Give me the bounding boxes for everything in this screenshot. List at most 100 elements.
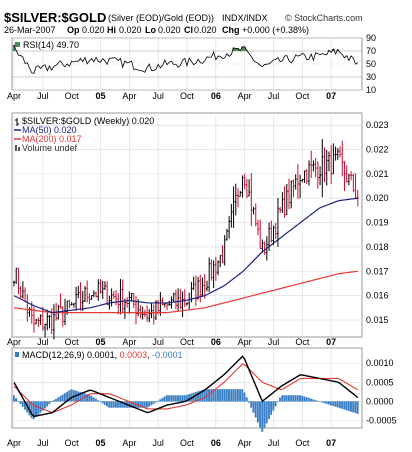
macd-histogram-bar xyxy=(52,400,55,402)
price-bar xyxy=(225,228,228,241)
price-bar xyxy=(88,293,91,305)
price-bar xyxy=(301,179,304,183)
x-tick-label: Jul xyxy=(37,337,49,347)
x-tick-label: Oct xyxy=(180,91,195,101)
price-layer xyxy=(13,139,359,340)
price-bar xyxy=(294,174,297,190)
macd-histogram-bar xyxy=(261,401,264,432)
price-bar xyxy=(172,292,175,303)
price-bar xyxy=(95,291,98,298)
price-bar xyxy=(181,291,184,318)
rsi-layer xyxy=(12,44,359,74)
x-tick-label: Jul xyxy=(37,91,49,101)
macd-histogram-bar xyxy=(221,389,224,402)
price-bar xyxy=(201,277,204,296)
macd-histogram-bar xyxy=(239,389,242,402)
price-bar xyxy=(75,286,78,311)
macd-histogram-bar xyxy=(70,389,73,402)
x-tick-label: Oct xyxy=(65,91,80,101)
low-value: 0.020 xyxy=(158,25,181,35)
legend-ma200: MA(200) 0.017 xyxy=(22,134,82,144)
price-bar xyxy=(208,257,211,293)
macd-histogram-bar xyxy=(296,395,299,402)
rsi-tick-label: 30 xyxy=(366,72,376,82)
macd-histogram-bar xyxy=(283,395,286,402)
x-tick-label: Apr xyxy=(7,91,21,101)
macd-histogram-bar xyxy=(81,392,84,402)
price-bar xyxy=(121,279,124,313)
symbol-description: (Silver (EOD)/Gold (EOD)) xyxy=(108,13,214,23)
legend-ma50: MA(50) 0.020 xyxy=(22,125,77,135)
high-value: 0.020 xyxy=(119,25,142,35)
macd-histogram-bar xyxy=(152,401,155,404)
macd-histogram-bar xyxy=(234,389,237,402)
macd-histogram-bar xyxy=(28,401,31,416)
macd-histogram-bar xyxy=(48,401,51,405)
price-bar xyxy=(21,281,24,299)
macd-histogram-bar xyxy=(141,401,144,408)
macd-legend-value: 0.0001 xyxy=(87,350,115,360)
macd-histogram-bar xyxy=(97,400,100,402)
macd-histogram-bar xyxy=(159,399,162,402)
macd-histogram-bar xyxy=(323,401,326,404)
price-bar xyxy=(17,267,20,295)
macd-histogram-bar xyxy=(219,389,222,402)
price-bar xyxy=(46,309,49,331)
macd-histogram-bar xyxy=(181,395,184,402)
price-bar xyxy=(183,289,186,308)
price-bar xyxy=(214,256,217,281)
macd-histogram-bar xyxy=(188,394,191,402)
close-label: Cl xyxy=(184,25,193,35)
macd-histogram-bar xyxy=(17,400,20,402)
macd-histogram-bar xyxy=(199,390,202,402)
volume-legend-icon xyxy=(18,147,20,151)
price-bar xyxy=(288,178,291,210)
price-bar xyxy=(186,302,188,306)
macd-histogram-bar xyxy=(321,401,324,403)
ma200-line xyxy=(13,270,358,314)
price-tick-label: 0.015 xyxy=(366,315,389,325)
macd-histogram-bar xyxy=(183,395,186,402)
price-bar xyxy=(123,298,126,319)
macd-histogram-bar xyxy=(172,395,175,402)
x-tick-label: Oct xyxy=(180,438,195,448)
price-bar xyxy=(347,173,350,186)
x-tick-label: Jul xyxy=(152,91,164,101)
price-bar xyxy=(237,188,240,208)
price-bar xyxy=(292,179,295,197)
price-bar xyxy=(332,143,335,175)
change-value: +0.000 (+0.38%) xyxy=(242,25,309,35)
price-bar xyxy=(152,304,155,325)
price-bar xyxy=(232,186,235,228)
price-bar xyxy=(48,314,51,329)
macd-histogram-bar xyxy=(341,401,344,409)
price-bar xyxy=(352,173,355,193)
macd-histogram-bar xyxy=(185,394,188,402)
macd-histogram-bar xyxy=(256,401,259,423)
macd-histogram-bar xyxy=(179,395,182,402)
price-bar xyxy=(110,288,113,307)
x-tick-label: Oct xyxy=(180,337,195,347)
price-bar xyxy=(148,309,151,323)
macd-histogram-bar xyxy=(294,395,297,402)
open-value: 0.020 xyxy=(82,25,105,35)
price-bar xyxy=(334,146,337,161)
macd-histogram-bar xyxy=(325,401,328,404)
price-bar xyxy=(316,161,319,189)
macd-histogram-bar xyxy=(165,395,168,402)
price-bar xyxy=(319,166,322,186)
macd-histogram-bar xyxy=(112,401,115,408)
macd-histogram-bar xyxy=(119,401,122,408)
price-bar xyxy=(336,148,339,160)
price-bar xyxy=(139,305,142,319)
macd-histogram-bar xyxy=(63,393,66,402)
price-bar xyxy=(90,294,93,300)
x-tick-label: Jul xyxy=(37,438,49,448)
macd-histogram-bar xyxy=(203,389,206,402)
price-bar xyxy=(86,280,89,303)
macd-histogram-bar xyxy=(168,395,171,402)
macd-histogram-bar xyxy=(86,394,89,402)
price-bar xyxy=(154,300,157,321)
x-tick-label: 06 xyxy=(211,438,221,448)
price-bar xyxy=(192,276,195,291)
